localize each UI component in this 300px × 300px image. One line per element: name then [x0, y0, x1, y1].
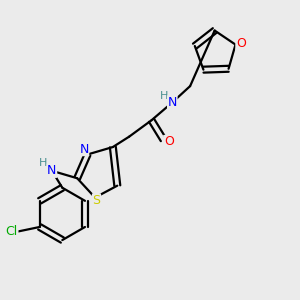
- Text: Cl: Cl: [6, 225, 18, 238]
- Text: O: O: [236, 37, 246, 50]
- Text: H: H: [39, 158, 47, 168]
- Text: N: N: [79, 142, 89, 156]
- Text: H: H: [160, 91, 168, 101]
- Text: O: O: [164, 136, 174, 148]
- Text: N: N: [168, 96, 177, 109]
- Text: S: S: [92, 194, 101, 207]
- Text: N: N: [47, 164, 57, 177]
